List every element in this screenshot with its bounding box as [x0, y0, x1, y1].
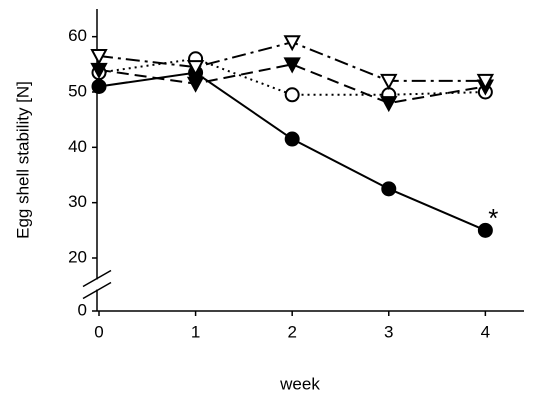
y-tick-label: 50: [68, 81, 87, 100]
marker: [90, 49, 108, 66]
x-tick-label: 1: [191, 322, 200, 341]
axis-break-mark: [82, 269, 112, 288]
x-tick-label: 4: [481, 322, 490, 341]
annotation: *: [488, 203, 498, 233]
x-tick-label: 3: [384, 322, 393, 341]
y-tick-label: 0: [78, 300, 87, 319]
marker: [477, 222, 493, 238]
marker: [186, 60, 205, 77]
marker: [283, 35, 301, 52]
axis-break-gap: [93, 279, 101, 290]
marker: [381, 181, 397, 197]
x-tick-label: 0: [94, 322, 103, 341]
y-tick-label: 30: [68, 192, 87, 211]
marker: [91, 78, 107, 94]
series-line: [98, 63, 486, 105]
y-tick-label: 20: [68, 247, 87, 266]
y-tick-label: 40: [68, 137, 87, 156]
marker: [284, 87, 300, 103]
axis-break-mark: [82, 281, 112, 300]
y-tick-label: 60: [68, 26, 87, 45]
y-axis-label: Egg shell stability [N]: [13, 81, 32, 239]
x-tick-label: 2: [287, 322, 296, 341]
marker: [284, 131, 300, 147]
marker: [380, 73, 398, 91]
marker: [476, 73, 495, 91]
marker: [283, 57, 301, 74]
marker: [186, 76, 205, 93]
x-axis-label: week: [279, 374, 320, 393]
marker: [380, 96, 398, 113]
